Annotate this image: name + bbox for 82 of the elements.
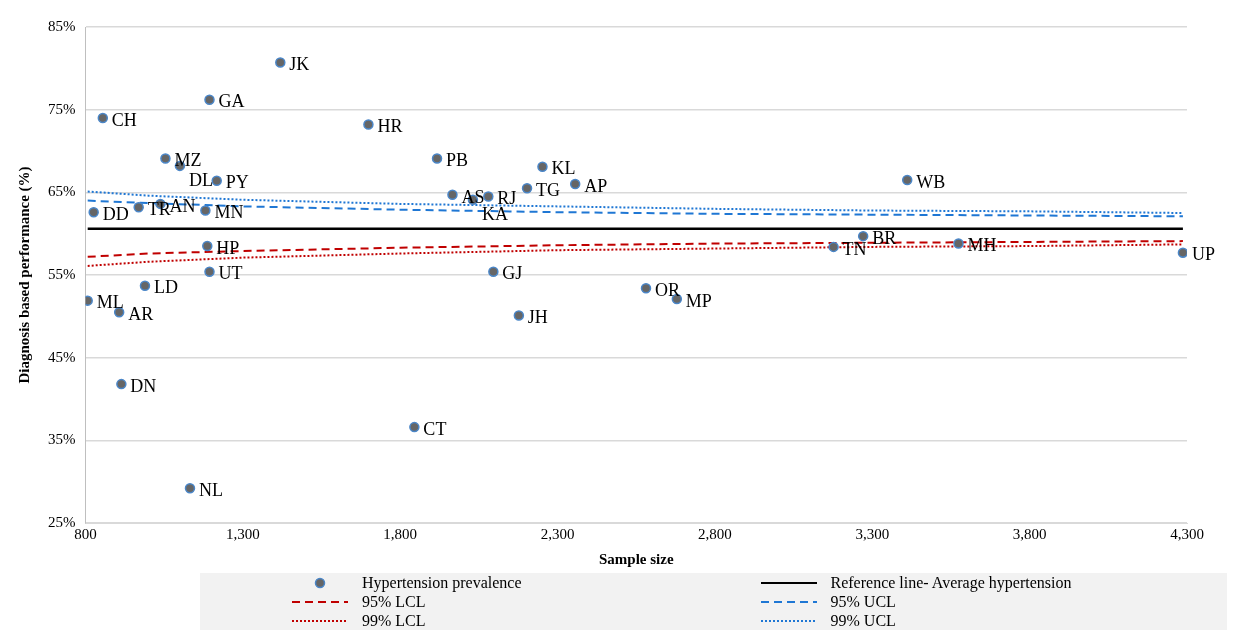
point bbox=[857, 230, 869, 242]
point bbox=[537, 161, 548, 172]
y-tick-label: 75% bbox=[48, 100, 76, 117]
annotation: GA bbox=[218, 91, 245, 112]
point bbox=[431, 153, 443, 164]
point bbox=[569, 178, 581, 190]
point bbox=[200, 205, 211, 216]
annotation: BR bbox=[872, 227, 897, 248]
annotation: UT bbox=[218, 263, 243, 284]
x-axis-title: Sample size bbox=[598, 550, 674, 567]
x-tick-label: 4,300 bbox=[1170, 525, 1204, 542]
annotation: OR bbox=[655, 279, 681, 300]
point bbox=[184, 483, 196, 494]
annotation: NL bbox=[198, 480, 223, 501]
annotation: JK bbox=[289, 54, 310, 75]
annotation: ML bbox=[96, 292, 124, 313]
point bbox=[513, 310, 525, 321]
annotation: TG bbox=[536, 179, 561, 200]
annotation: UP bbox=[1191, 244, 1215, 265]
annotation: DN bbox=[130, 375, 157, 396]
point bbox=[828, 241, 839, 253]
point bbox=[88, 206, 99, 218]
annotation: HR bbox=[377, 116, 403, 137]
y-axis-title: Diagnosis based performance (%) bbox=[15, 166, 33, 384]
point bbox=[204, 266, 215, 277]
point bbox=[202, 240, 213, 252]
point bbox=[640, 282, 652, 294]
point bbox=[521, 182, 533, 194]
legend-label: Reference line- Average hypertension bbox=[830, 573, 1072, 592]
legend-label: 95% LCL bbox=[362, 592, 426, 611]
y-tick-label: 25% bbox=[48, 513, 76, 530]
annotation: WB bbox=[916, 171, 946, 192]
annotation: AN bbox=[169, 195, 196, 216]
annotation: CT bbox=[423, 418, 447, 439]
point bbox=[133, 201, 144, 213]
annotation: PY bbox=[225, 172, 249, 193]
annotation: AR bbox=[128, 303, 154, 324]
annotation: TR bbox=[147, 198, 171, 219]
x-tick-label: 1,300 bbox=[225, 525, 260, 542]
point bbox=[204, 94, 215, 105]
annotation: LD bbox=[153, 277, 178, 298]
annotation: DL bbox=[188, 169, 213, 190]
legend-label: 99% UCL bbox=[830, 611, 896, 630]
point bbox=[1177, 247, 1187, 258]
point bbox=[116, 378, 127, 390]
point bbox=[160, 153, 171, 164]
annotation: MP bbox=[685, 290, 712, 311]
point bbox=[363, 119, 374, 130]
point bbox=[275, 57, 286, 68]
x-tick-label: 1,800 bbox=[383, 525, 418, 542]
annotation: PB bbox=[446, 150, 469, 171]
y-tick-label: 45% bbox=[48, 348, 76, 365]
annotation: MZ bbox=[174, 150, 202, 171]
point bbox=[211, 175, 222, 187]
legend-label: 95% UCL bbox=[830, 592, 896, 611]
point bbox=[953, 238, 964, 249]
x-tick-label: 2,300 bbox=[540, 525, 575, 542]
point bbox=[483, 191, 494, 202]
annotation: CH bbox=[111, 109, 137, 130]
annotation: TN bbox=[842, 238, 867, 259]
x-tick-label: 3,800 bbox=[1012, 525, 1047, 542]
y-tick-label: 55% bbox=[48, 265, 76, 282]
point bbox=[447, 189, 458, 201]
x-tick-label: 2,800 bbox=[698, 525, 732, 542]
y-tick-label: 35% bbox=[48, 431, 76, 448]
point bbox=[97, 112, 109, 124]
point bbox=[139, 280, 151, 291]
annotation: DD bbox=[102, 203, 129, 224]
point bbox=[901, 174, 913, 186]
y-tick-label: 65% bbox=[48, 183, 76, 200]
annotation: AP bbox=[584, 175, 608, 196]
legend-label: 99% LCL bbox=[362, 611, 426, 630]
point bbox=[409, 421, 420, 433]
legend-label: Hypertension prevalence bbox=[362, 573, 522, 592]
annotation: KL bbox=[551, 158, 576, 179]
annotation: MN bbox=[214, 202, 244, 223]
annotation: JH bbox=[527, 307, 548, 328]
x-tick-label: 3,300 bbox=[855, 525, 890, 542]
y-tick-label: 85% bbox=[48, 17, 76, 34]
x-tick-label: 800 bbox=[74, 525, 97, 542]
annotation: GJ bbox=[502, 263, 523, 284]
point bbox=[488, 266, 499, 277]
